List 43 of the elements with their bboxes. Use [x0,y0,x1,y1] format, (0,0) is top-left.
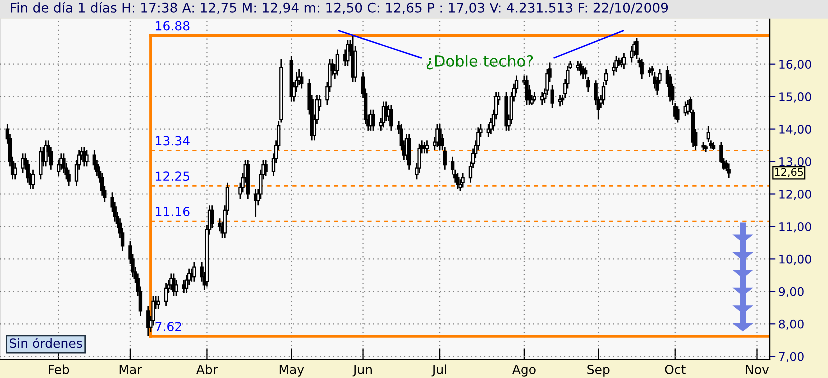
x-tick-label: Sep [588,364,610,377]
y-tick-label: 15,00 [780,92,812,103]
y-tick-label: 14,00 [780,125,812,136]
ref-line-label: 12.25 [156,172,190,182]
x-tick-label: Ago [512,365,536,377]
candlestick [39,146,43,180]
chart-title: Fin de día 1 días H: 17:38 A: 12,75 M: 12,94 m: 12,50 C: 12,65 P : 17,03 V: 4.231.513 F: 22/10/2009 [11,2,668,14]
candlestick [390,104,394,132]
candlestick [264,159,268,178]
y-tick-label: 10,00 [780,254,812,266]
y-tick-label: 8,00 [779,320,804,330]
candlestick [156,296,160,310]
candlestick [425,140,430,154]
ref-line-label: 16.88 [156,21,190,31]
x-tick-label: Abr [196,364,218,374]
x-tick-label: Feb [49,364,70,374]
candlestick [558,94,562,108]
candlestick [727,163,731,179]
annotation: Sin órdenes [10,338,82,348]
x-tick-label: Mar [120,365,142,374]
y-tick-label: 7,00 [779,352,804,362]
y-tick-label: 12,00 [780,190,812,200]
y-tick-label: 9,00 [779,287,804,298]
ref-line-label: 13.34 [156,136,190,146]
x-tick-label: Nov [746,365,770,374]
y-tick-label: 13,00 [780,158,812,168]
x-tick-label: Jul [432,364,446,377]
ref-line-label: 7.62 [156,322,182,332]
candlestick [192,262,196,283]
x-tick-label: May [280,365,304,377]
candlestick [372,109,376,132]
y-tick-label: 16,00 [780,60,812,70]
candlestick [164,282,168,307]
ref-line-label: 11.16 [156,207,190,217]
y-tick-label: 11,00 [780,222,812,233]
text: 12,65 [775,168,804,178]
x-tick-label: Oct [665,364,686,374]
x-tick-label: Jun [352,365,372,377]
candlestick [614,56,618,74]
candlestick [676,106,680,124]
candlestick [640,58,644,80]
annotation: ¿Doble techo? [426,55,534,70]
candlestick [85,150,89,168]
